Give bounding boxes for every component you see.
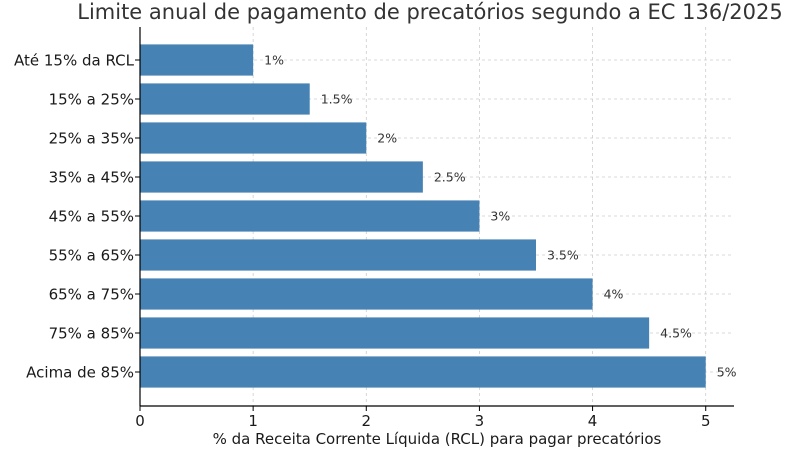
- x-tick-label: 0: [135, 412, 145, 430]
- bar: [140, 44, 254, 76]
- bar: [140, 239, 536, 271]
- x-tick-label: 4: [588, 412, 598, 430]
- y-tick-label: 15% a 25%: [49, 91, 134, 109]
- data-label: 4%: [604, 287, 624, 302]
- bar: [140, 278, 593, 310]
- bar: [140, 83, 310, 115]
- x-axis-title: % da Receita Corrente Líquida (RCL) para…: [213, 430, 662, 448]
- x-tick-label: 2: [362, 412, 372, 430]
- x-tick-label: 3: [475, 412, 485, 430]
- y-tick-label: Acima de 85%: [26, 364, 134, 382]
- data-label: 2%: [377, 131, 397, 146]
- data-label: 3.5%: [547, 248, 579, 263]
- y-tick-label: 45% a 55%: [49, 208, 134, 226]
- y-tick-label: 55% a 65%: [49, 247, 134, 265]
- y-tick-label: 75% a 85%: [49, 325, 134, 343]
- data-label: 3%: [490, 209, 510, 224]
- bar: [140, 317, 650, 349]
- data-label: 4.5%: [660, 326, 692, 341]
- data-label: 2.5%: [434, 170, 466, 185]
- y-tick-label: Até 15% da RCL: [14, 52, 135, 70]
- data-label: 1.5%: [321, 92, 353, 107]
- bar: [140, 356, 706, 388]
- bar: [140, 161, 423, 193]
- bar: [140, 200, 480, 232]
- bar: [140, 122, 367, 154]
- data-label: 5%: [717, 365, 737, 380]
- x-tick-label: 5: [701, 412, 711, 430]
- y-tick-label: 25% a 35%: [49, 130, 134, 148]
- x-tick-label: 1: [248, 412, 258, 430]
- chart-title: Limite anual de pagamento de precatórios…: [77, 0, 783, 24]
- y-tick-label: 65% a 75%: [49, 286, 134, 304]
- data-label: 1%: [264, 53, 284, 68]
- y-tick-label: 35% a 45%: [49, 169, 134, 187]
